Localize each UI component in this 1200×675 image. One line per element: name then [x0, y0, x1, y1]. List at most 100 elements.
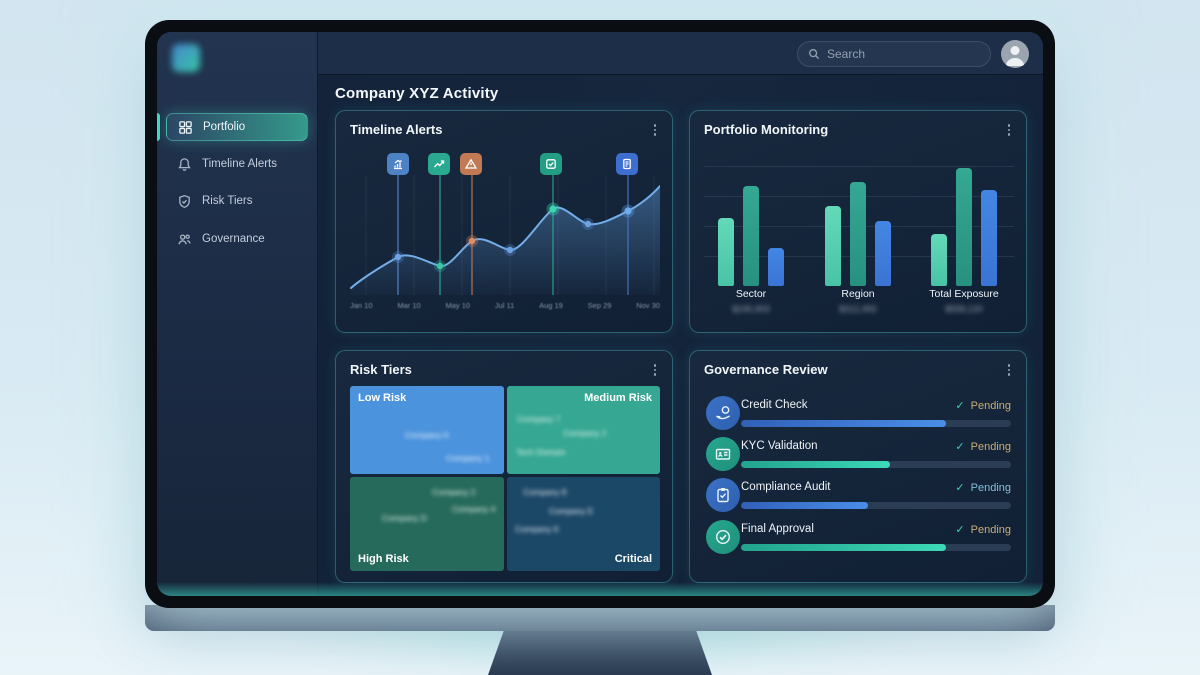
monitor-chin [145, 605, 1055, 631]
progress-track [741, 502, 1011, 509]
sidebar-item-label: Risk Tiers [202, 195, 253, 207]
quadrant-label: Medium Risk [584, 392, 652, 404]
treemap-quadrant-medium-risk[interactable]: Medium Risk Company 7 Company 2 Tech Dom… [507, 386, 660, 474]
sidebar-item-governance[interactable]: Governance [166, 225, 308, 253]
status: ✓ Pending [955, 523, 1011, 537]
company-label-blurred: Company 2 [563, 428, 607, 438]
app-logo [172, 44, 200, 72]
quadrant-label: Critical [614, 553, 652, 565]
bar [981, 190, 997, 286]
main-content: Company XYZ Activity Timeline Alerts [318, 75, 1043, 596]
kebab-menu-icon[interactable] [648, 362, 662, 378]
group-label: Region [841, 288, 875, 300]
sidebar-item-risk-tiers[interactable]: Risk Tiers [166, 187, 308, 215]
grouped-bar-chart [704, 161, 1014, 286]
bar [825, 205, 841, 286]
check-circle-icon [706, 520, 740, 554]
sidebar-item-portfolio[interactable]: Portfolio [166, 113, 308, 141]
bar-chart-marker-icon[interactable] [387, 153, 409, 175]
x-tick: Sep 29 [587, 301, 612, 310]
status-badge: Pending [970, 481, 1011, 494]
treemap-quadrant-low-risk[interactable]: Low Risk Company A Company 1 [350, 386, 504, 474]
company-label-blurred: Company 6 [515, 524, 559, 534]
card-title: Timeline Alerts [350, 122, 443, 137]
task-label: KYC Validation [741, 440, 818, 452]
search-box[interactable] [797, 41, 991, 67]
search-input[interactable] [827, 47, 967, 61]
card-title: Portfolio Monitoring [704, 122, 829, 137]
company-label-blurred: Tech Domain [516, 447, 566, 457]
status-badge: Pending [970, 440, 1011, 453]
bar-group-region [825, 166, 891, 286]
monitor-stand [488, 631, 712, 675]
company-label-blurred: Company 1 [446, 453, 490, 463]
sidebar-item-label: Timeline Alerts [202, 158, 277, 170]
active-item-accent [157, 113, 160, 141]
company-label-blurred: Company E [549, 506, 594, 516]
bar [850, 181, 866, 286]
progress-track [741, 420, 1011, 427]
progress-fill [741, 544, 947, 551]
sidebar-item-label: Portfolio [203, 121, 246, 133]
warning-marker-icon[interactable] [460, 153, 482, 175]
user-avatar[interactable] [1001, 40, 1029, 68]
progress-track [741, 544, 1011, 551]
topbar [318, 32, 1043, 75]
bell-icon [178, 157, 191, 171]
x-tick: Aug 19 [539, 301, 563, 310]
company-label-blurred: Company 8 [523, 487, 567, 497]
bar [743, 186, 759, 286]
bar-group-sector [718, 166, 784, 286]
timeline-alerts-card: Timeline Alerts [335, 110, 673, 333]
x-tick: Mar 10 [397, 301, 421, 310]
company-label-blurred: Company 7 [517, 414, 561, 424]
shield-icon [179, 194, 190, 208]
sidebar-item-timeline-alerts[interactable]: Timeline Alerts [166, 150, 308, 178]
sidebar-item-label: Governance [202, 233, 265, 245]
group-value-blurred: $245,903 [732, 304, 770, 314]
company-label-blurred: Company D [382, 513, 427, 523]
governance-row-credit-check: Credit Check ✓ Pending [706, 396, 1011, 436]
task-label: Final Approval [741, 523, 814, 535]
bar [931, 234, 947, 286]
bar-group-total-exposure [931, 166, 997, 286]
timeline-area-chart [350, 175, 660, 295]
report-marker-icon[interactable] [616, 153, 638, 175]
id-card-icon [706, 437, 740, 471]
bar [718, 217, 734, 286]
company-label-blurred: Company 2 [432, 487, 476, 497]
treemap-quadrant-critical[interactable]: Critical Company 8 Company E Company 6 [507, 477, 660, 571]
task-check-marker-icon[interactable] [540, 153, 562, 175]
grid-icon [179, 120, 192, 134]
quadrant-label: High Risk [358, 553, 409, 565]
bar [768, 247, 784, 286]
bar [875, 221, 891, 286]
x-axis-labels: Jan 10 Mar 10 May 10 Jul 11 Aug 19 Sep 2… [350, 301, 660, 310]
treemap-quadrant-high-risk[interactable]: High Risk Company 2 Company 4 Company D [350, 477, 504, 571]
x-tick: May 10 [445, 301, 471, 310]
group-label: Total Exposure [929, 288, 999, 300]
group-label: Sector [735, 288, 767, 300]
progress-fill [741, 502, 868, 509]
bar [956, 168, 972, 286]
x-tick: Jan 10 [350, 301, 373, 310]
quadrant-label: Low Risk [358, 392, 407, 404]
search-icon [809, 49, 820, 60]
x-tick: Nov 30 [636, 301, 660, 310]
governance-row-compliance-audit: Compliance Audit ✓ Pending [706, 478, 1011, 518]
hand-coin-icon [706, 396, 740, 430]
kebab-menu-icon[interactable] [1002, 122, 1016, 138]
kebab-menu-icon[interactable] [648, 122, 662, 138]
check-icon: ✓ [955, 441, 965, 453]
group-value-blurred: $312,450 [839, 304, 877, 314]
x-tick: Jul 11 [494, 301, 515, 310]
check-icon: ✓ [955, 482, 965, 494]
progress-track [741, 461, 1011, 468]
kebab-menu-icon[interactable] [1002, 362, 1016, 378]
progress-fill [741, 420, 947, 427]
status-badge: Pending [970, 399, 1011, 412]
governance-row-kyc-validation: KYC Validation ✓ Pending [706, 437, 1011, 477]
monitor-bezel: Portfolio Timeline Alerts Risk Tiers Gov… [145, 20, 1055, 608]
trend-up-marker-icon[interactable] [428, 153, 450, 175]
dashboard-screen: Portfolio Timeline Alerts Risk Tiers Gov… [157, 32, 1043, 596]
